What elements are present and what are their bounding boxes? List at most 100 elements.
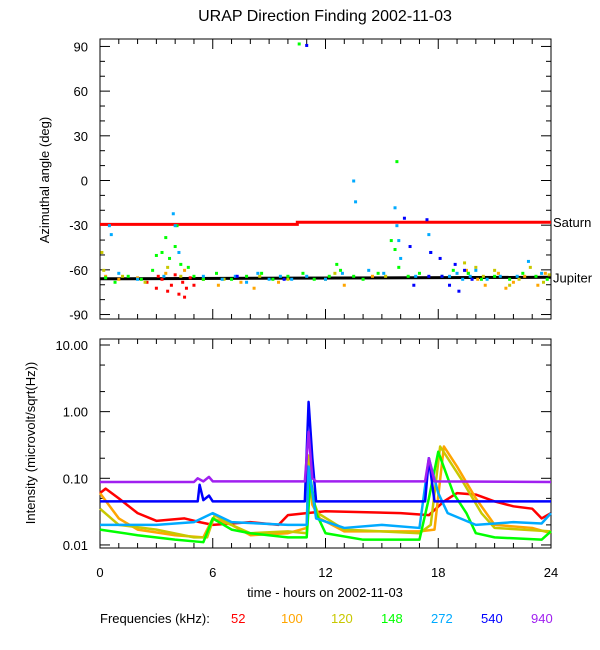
- point-120khz: [517, 277, 521, 281]
- point-148khz: [508, 277, 512, 281]
- point-148khz: [339, 268, 343, 272]
- point-120khz: [384, 274, 388, 278]
- point-120khz: [102, 268, 106, 272]
- point-148khz: [361, 277, 365, 281]
- point-272khz: [177, 250, 181, 254]
- point-540khz: [402, 216, 406, 220]
- point-52khz: [169, 283, 173, 287]
- point-100khz: [342, 283, 346, 287]
- point-148khz: [389, 239, 393, 243]
- intensity-line-52khz: [99, 487, 552, 527]
- point-120khz: [528, 265, 532, 269]
- point-272khz: [461, 277, 465, 281]
- point-100khz: [164, 271, 168, 275]
- intensity-line-540khz: [100, 400, 551, 503]
- point-272khz: [290, 277, 294, 281]
- point-100khz: [464, 268, 468, 272]
- point-148khz: [179, 262, 183, 266]
- point-272khz: [427, 233, 431, 237]
- point-52khz: [166, 289, 170, 293]
- point-148khz: [395, 160, 399, 164]
- legend-148: 148: [381, 611, 403, 626]
- point-272khz: [107, 224, 111, 228]
- point-540khz: [408, 245, 412, 249]
- point-272khz: [515, 274, 519, 278]
- point-100khz: [370, 274, 374, 278]
- point-52khz: [173, 273, 177, 277]
- point-120khz: [222, 277, 226, 281]
- point-148khz: [139, 277, 143, 281]
- point-148khz: [168, 256, 172, 260]
- point-272khz: [305, 274, 309, 278]
- point-100khz: [523, 274, 527, 278]
- point-148khz: [245, 274, 249, 278]
- point-148khz: [493, 274, 497, 278]
- point-272khz: [354, 200, 358, 204]
- point-272khz: [171, 212, 175, 216]
- y-tick-label: 0.01: [63, 538, 88, 553]
- point-272khz: [498, 274, 502, 278]
- point-148khz: [113, 280, 117, 284]
- y-tick-label: -60: [69, 263, 88, 278]
- point-148khz: [352, 274, 356, 278]
- point-272khz: [367, 268, 371, 272]
- point-100khz: [239, 280, 243, 284]
- point-52khz: [160, 277, 164, 281]
- point-148khz: [327, 274, 331, 278]
- point-272khz: [162, 274, 166, 278]
- y-tick-label: 0: [81, 173, 88, 188]
- legend-540: 540: [481, 611, 503, 626]
- point-120khz: [258, 274, 262, 278]
- point-272khz: [117, 271, 121, 275]
- point-272khz: [109, 233, 113, 237]
- point-148khz: [335, 262, 339, 266]
- x-tick-label: 0: [96, 565, 103, 580]
- intensity-line-120khz: [99, 445, 552, 539]
- point-540khz: [305, 43, 309, 47]
- point-272khz: [245, 280, 249, 284]
- point-540khz: [453, 262, 457, 266]
- point-52khz: [181, 280, 185, 284]
- point-120khz: [463, 261, 467, 265]
- legend-272: 272: [431, 611, 453, 626]
- legend-100: 100: [281, 611, 303, 626]
- point-272khz: [201, 274, 205, 278]
- point-148khz: [312, 277, 316, 281]
- legend-title: Frequencies (kHz):: [100, 611, 210, 626]
- point-148khz: [479, 277, 483, 281]
- point-52khz: [145, 280, 149, 284]
- point-272khz: [324, 277, 327, 281]
- legend-52: 52: [231, 611, 246, 626]
- top-y-axis-label: Azimuthal angle (deg): [37, 117, 52, 243]
- bottom-y-axis-label: Intensity (microvolt/sqrt(Hz)): [23, 362, 38, 525]
- point-148khz: [376, 271, 380, 275]
- point-272khz: [455, 271, 459, 275]
- point-148khz: [521, 271, 525, 275]
- point-148khz: [417, 271, 421, 275]
- point-540khz: [412, 283, 416, 287]
- point-120khz: [481, 274, 485, 278]
- point-272khz: [136, 277, 140, 281]
- point-540khz: [470, 277, 474, 281]
- point-540khz: [235, 274, 239, 278]
- saturn-line: [100, 220, 551, 226]
- point-540khz: [425, 218, 429, 222]
- x-axis-label: time - hours on 2002-11-03: [247, 585, 403, 600]
- point-148khz: [451, 268, 455, 272]
- point-148khz: [186, 265, 190, 269]
- point-120khz: [508, 283, 512, 287]
- point-148khz: [545, 277, 549, 281]
- point-148khz: [286, 274, 290, 278]
- x-tick-label: 24: [544, 565, 558, 580]
- point-100khz: [504, 286, 508, 290]
- point-272khz: [414, 274, 418, 278]
- point-148khz: [160, 250, 164, 254]
- point-148khz: [297, 42, 301, 46]
- saturn-label: Saturn: [553, 215, 591, 230]
- point-100khz: [496, 271, 500, 275]
- point-52khz: [183, 295, 187, 299]
- point-120khz: [547, 273, 551, 277]
- point-540khz: [463, 268, 467, 272]
- point-100khz: [536, 283, 540, 287]
- point-272khz: [352, 179, 356, 183]
